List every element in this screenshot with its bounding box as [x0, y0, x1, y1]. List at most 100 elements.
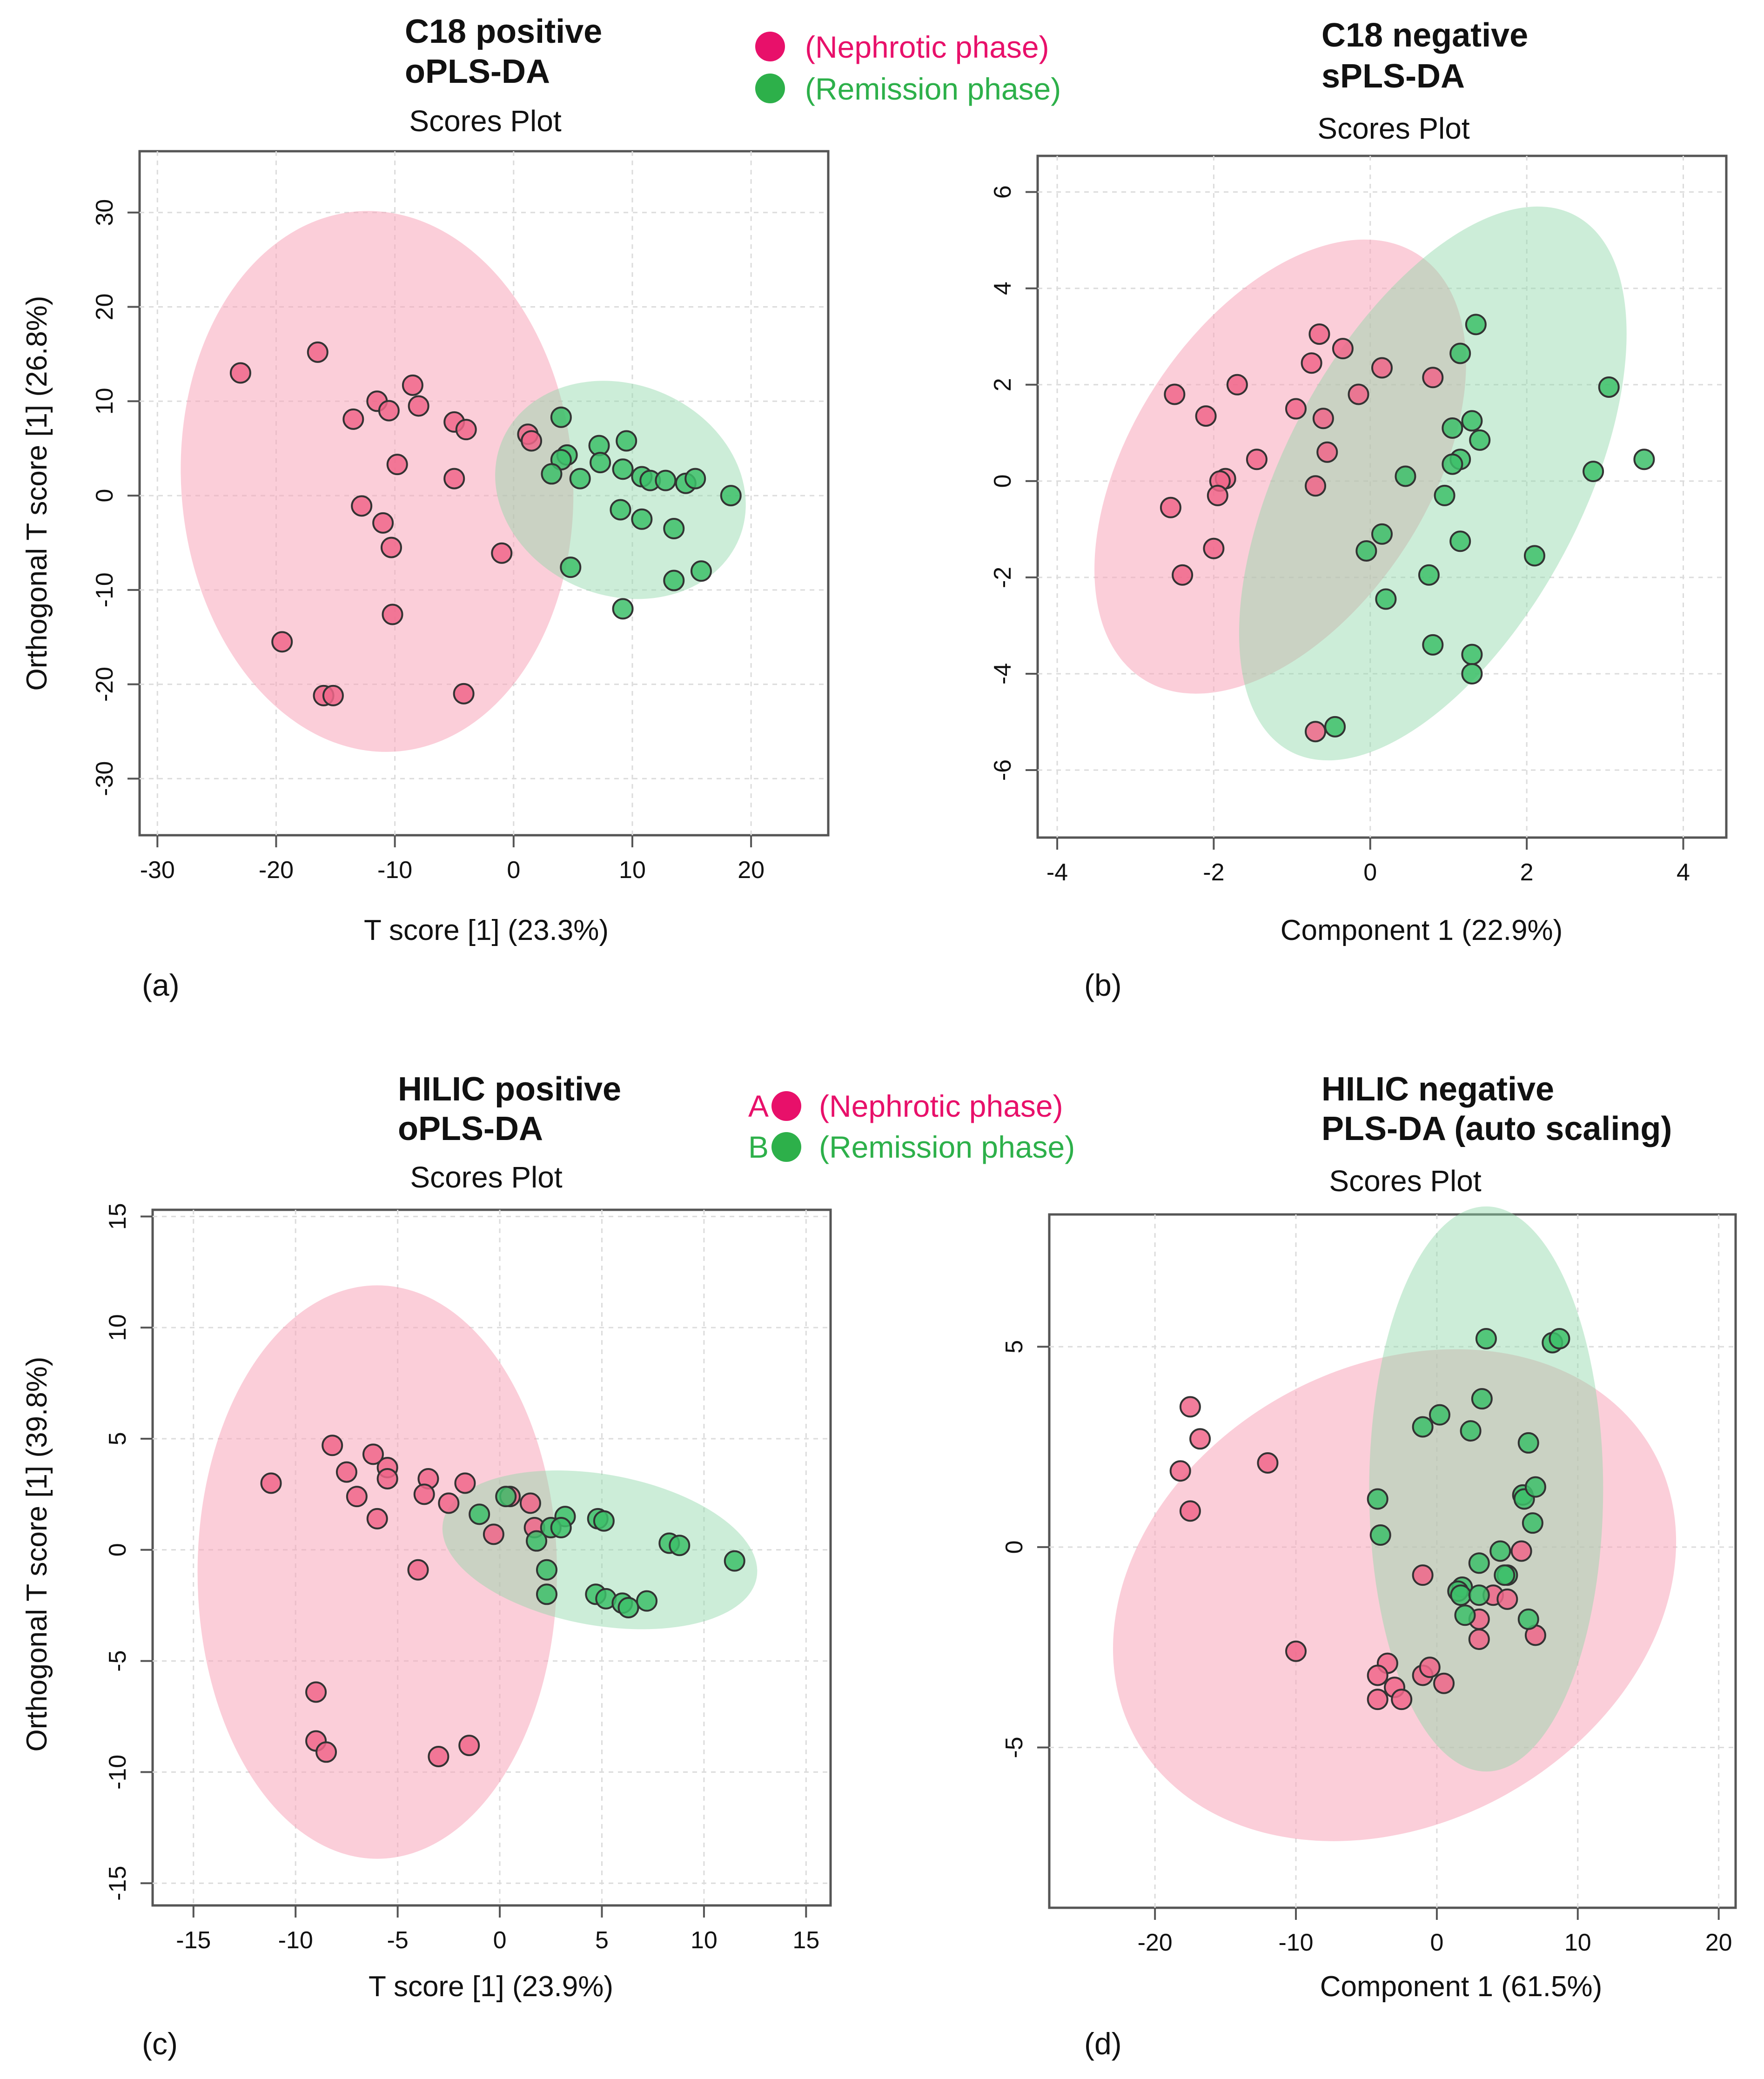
panel-c-ytick-label: -10 — [104, 1755, 131, 1790]
panel-b-point-remission — [1469, 429, 1491, 451]
legend-bottom-nephrotic-text: (Nephrotic phase) — [819, 1089, 1063, 1123]
panel-b-point-nephrotic — [1305, 721, 1327, 743]
legend-top-nephrotic-text: (Nephrotic phase) — [805, 30, 1049, 64]
panel-b-point-nephrotic — [1301, 352, 1322, 374]
panel-d-point-nephrotic — [1367, 1689, 1388, 1710]
panel-d-title-line1: HILIC negative — [1321, 1071, 1554, 1108]
panel-d-xtick-label: -10 — [1278, 1929, 1313, 1956]
panel-c-point-remission — [526, 1530, 548, 1552]
panel-b-point-nephrotic — [1332, 338, 1354, 360]
panel-a-point-remission — [610, 499, 631, 521]
panel-a-subtitle: Scores Plot — [409, 104, 561, 138]
panel-a-xtick-label: -30 — [140, 857, 175, 884]
panel-a-ytick-label: 0 — [91, 489, 118, 503]
panel-c-point-nephrotic — [438, 1492, 460, 1514]
panel-c-point-nephrotic — [260, 1472, 282, 1494]
panel-d-point-remission — [1468, 1552, 1490, 1574]
panel-c-point-nephrotic — [428, 1745, 449, 1767]
panel-a-ytick-label: 20 — [91, 294, 118, 321]
panel-d-point-remission — [1549, 1328, 1570, 1349]
panel-a-point-nephrotic — [453, 683, 475, 704]
panel-a-point-remission — [612, 458, 634, 480]
panel-a-ytick-label: -10 — [91, 572, 118, 607]
legend-top-remission-text: (Remission phase) — [805, 72, 1061, 106]
panel-d-point-remission — [1494, 1564, 1516, 1586]
panel-c-ellipse-nephrotic — [197, 1285, 557, 1859]
panel-b-point-nephrotic — [1195, 405, 1217, 427]
panel-c-point-remission — [724, 1550, 745, 1572]
legend-top: (Nephrotic phase) (Remission phase) — [755, 30, 1061, 106]
panel-c-ytick-label: -15 — [104, 1866, 131, 1901]
panel-b-point-remission — [1449, 342, 1471, 364]
panel-d-xtick-label: 0 — [1430, 1929, 1443, 1956]
panel-b-point-nephrotic — [1226, 374, 1248, 396]
panel-a-xtick-label: 10 — [619, 857, 646, 884]
panel-d-point-remission — [1369, 1524, 1391, 1546]
panel-c-point-remission — [636, 1590, 658, 1612]
panel-d-xtick-label: 10 — [1564, 1929, 1591, 1956]
panel-b-xtick-label: 4 — [1677, 859, 1690, 886]
panel-d-point-remission — [1475, 1328, 1497, 1349]
panel-d-ytick-label: -5 — [1001, 1737, 1028, 1758]
panel-b-point-remission — [1461, 663, 1483, 684]
legend-bottom: A (Nephrotic phase) B (Remission phase) — [748, 1089, 1075, 1164]
panel-a-point-remission — [684, 468, 706, 490]
panel-b-point-nephrotic — [1203, 537, 1225, 559]
panel-b-point-remission — [1449, 530, 1471, 552]
panel-c-plot: -15 -10 -5 0 5 10 15 -15 -10 -5 0 5 10 15 — [104, 1203, 831, 1954]
panel-b-ellipse-remission — [1239, 206, 1627, 761]
panel-b-point-remission — [1442, 417, 1463, 439]
panel-a-xtick-label: -20 — [259, 857, 294, 884]
panel-b-xtick-label: 0 — [1363, 859, 1377, 886]
panel-b-title-line2: sPLS-DA — [1321, 58, 1465, 95]
panel-c-point-nephrotic — [454, 1472, 476, 1494]
panel-a-xlabel: T score [1] (23.3%) — [364, 914, 609, 946]
panel-c-point-nephrotic — [376, 1468, 398, 1489]
panel-b-ytick-label: 4 — [989, 282, 1016, 295]
panel-b-point-remission — [1371, 523, 1393, 545]
panel-b-point-remission — [1633, 449, 1655, 470]
panel-a-point-nephrotic — [372, 512, 394, 534]
panel-b-point-remission — [1461, 410, 1483, 432]
panel-a-point-nephrotic — [386, 454, 408, 476]
panel-c-point-remission — [469, 1503, 490, 1525]
panel-c-ytick-label: 10 — [104, 1314, 131, 1341]
panel-d-xlabel: Component 1 (61.5%) — [1320, 1971, 1603, 2003]
panel-b-point-remission — [1324, 716, 1346, 738]
panel-d-point-remission — [1524, 1476, 1546, 1498]
panel-b-point-nephrotic — [1164, 383, 1186, 405]
panel-b-point-remission — [1598, 376, 1620, 398]
panel-c-point-remission — [593, 1510, 615, 1532]
panel-d-point-nephrotic — [1257, 1452, 1279, 1474]
panel-d-point-nephrotic — [1412, 1564, 1434, 1586]
panel-a-point-nephrotic — [342, 408, 364, 430]
panel-b-point-nephrotic — [1422, 367, 1444, 389]
panel-a-point-remission — [655, 469, 677, 491]
panel-d-point-remission — [1517, 1432, 1539, 1454]
panel-b-point-remission — [1355, 540, 1377, 562]
panel-a-xtick-label: 0 — [507, 857, 520, 884]
panel-b-title-line1: C18 negative — [1321, 17, 1528, 54]
panel-d-ytick-label: 0 — [1001, 1540, 1028, 1554]
panel-a-point-nephrotic — [455, 419, 477, 441]
panel-d-xtick-label: -20 — [1138, 1929, 1173, 1956]
panel-d-point-nephrotic — [1169, 1460, 1191, 1482]
panel-a-point-nephrotic — [378, 400, 400, 422]
panel-c-title-line1: HILIC positive — [398, 1071, 621, 1108]
panel-b-xtick-label: 2 — [1520, 859, 1534, 886]
panel-b-point-nephrotic — [1285, 398, 1307, 420]
panel-a-point-nephrotic — [307, 341, 329, 363]
panel-b-point-nephrotic — [1160, 496, 1181, 518]
panel-a-point-remission — [560, 557, 582, 578]
panel-a-point-remission — [720, 485, 742, 507]
panel-c-ytick-label: 15 — [104, 1203, 131, 1230]
panel-a-ellipse-remission — [495, 381, 746, 599]
panel-c-ellipse-remission — [442, 1470, 758, 1630]
panel-c-point-nephrotic — [413, 1483, 435, 1505]
panel-b-point-nephrotic — [1308, 323, 1330, 345]
panel-a-point-nephrotic — [229, 362, 251, 384]
panel-c-xtick-label: 10 — [691, 1927, 718, 1954]
legend-bottom-remission-marker — [771, 1132, 801, 1162]
panel-c-xtick-label: 15 — [792, 1927, 819, 1954]
legend-bottom-remission-prefix: B — [748, 1130, 769, 1164]
